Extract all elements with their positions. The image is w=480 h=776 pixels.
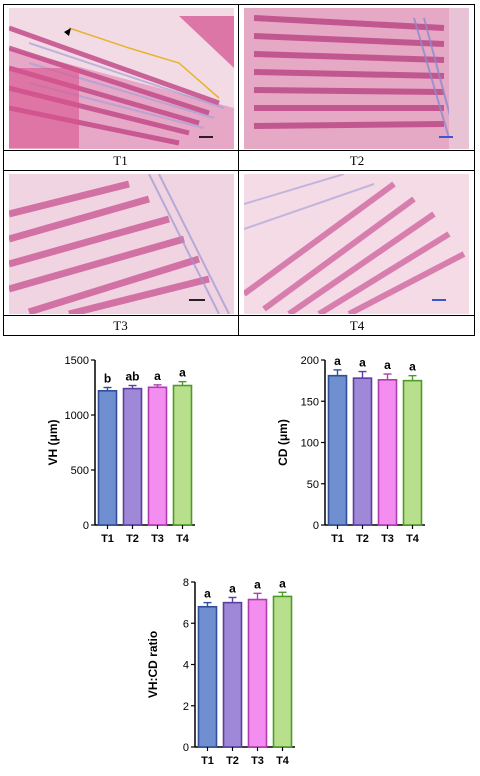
significance-label: a bbox=[279, 576, 286, 590]
x-tick-label: T3 bbox=[251, 755, 264, 767]
y-tick-label: 4 bbox=[183, 660, 189, 672]
y-tick-label: 6 bbox=[183, 618, 189, 630]
bar-t3 bbox=[377, 378, 398, 526]
x-tick-label: T3 bbox=[381, 533, 394, 545]
bar-t4 bbox=[402, 379, 423, 526]
grid-border-bottom bbox=[3, 335, 475, 336]
micrograph-t1 bbox=[9, 8, 234, 149]
significance-label: ab bbox=[125, 370, 139, 384]
panel-label-t2: T2 bbox=[349, 153, 365, 168]
bar-t1 bbox=[197, 605, 218, 748]
bar-t4 bbox=[172, 384, 193, 526]
y-tick-label: 2 bbox=[183, 701, 189, 713]
y-tick-label: 1500 bbox=[65, 355, 89, 367]
bar-t4 bbox=[272, 595, 293, 748]
bar-t1 bbox=[97, 389, 118, 526]
bar-t1 bbox=[327, 374, 348, 526]
grid-divider-3 bbox=[3, 315, 475, 316]
x-tick-label: T2 bbox=[226, 755, 239, 767]
x-tick-label: T3 bbox=[151, 533, 164, 545]
significance-label: a bbox=[409, 360, 416, 374]
significance-label: a bbox=[254, 577, 261, 591]
bar-t2 bbox=[222, 601, 243, 748]
cd-bar-chart: 0 50 100 150 200 CD (μm) a T1 a T2 a T3 a T4 bbox=[276, 354, 425, 545]
panel-label-t3: T3 bbox=[113, 318, 128, 333]
y-tick-label: 50 bbox=[307, 479, 319, 491]
y-tick-label: 500 bbox=[71, 465, 89, 477]
bar-t2 bbox=[122, 387, 143, 526]
significance-label: b bbox=[104, 372, 111, 386]
x-tick-label: T1 bbox=[201, 755, 214, 767]
y-axis-label: CD (μm) bbox=[276, 419, 290, 466]
bar-t2 bbox=[352, 377, 373, 526]
y-tick-label: 1000 bbox=[65, 410, 89, 422]
significance-label: a bbox=[359, 356, 366, 370]
panel-label-t4: T4 bbox=[349, 318, 365, 333]
x-tick-label: T4 bbox=[276, 755, 290, 767]
y-tick-label: 0 bbox=[83, 520, 89, 532]
grid-border-top bbox=[3, 4, 475, 5]
bar-t3 bbox=[247, 598, 268, 748]
ratio-bar-chart: 0 2 4 6 8 VH:CD ratio a T1 a T2 a T3 a T4 bbox=[146, 576, 295, 767]
y-tick-label: 0 bbox=[183, 742, 189, 754]
grid-divider-1 bbox=[3, 150, 475, 151]
micrograph-t2 bbox=[244, 8, 469, 149]
significance-label: a bbox=[154, 369, 161, 383]
micrograph-grid: T1 T2 bbox=[3, 4, 475, 336]
vh-bar-chart: 0 500 1000 1500 VH (μm) b T1 ab T2 a T3 a T4 bbox=[46, 355, 195, 545]
panel-label-t1: T1 bbox=[113, 153, 128, 168]
y-tick-label: 8 bbox=[183, 577, 189, 589]
y-tick-label: 100 bbox=[301, 438, 319, 450]
x-tick-label: T1 bbox=[101, 533, 114, 545]
significance-label: a bbox=[334, 354, 341, 368]
x-tick-label: T4 bbox=[406, 533, 420, 545]
bar-t3 bbox=[147, 386, 168, 526]
y-tick-label: 200 bbox=[301, 355, 319, 367]
x-tick-label: T4 bbox=[176, 533, 190, 545]
significance-label: a bbox=[179, 366, 186, 380]
grid-divider-2 bbox=[3, 170, 475, 171]
y-tick-label: 150 bbox=[301, 396, 319, 408]
micrograph-t3 bbox=[9, 174, 234, 314]
micrograph-t4 bbox=[244, 174, 469, 314]
x-tick-label: T2 bbox=[356, 533, 369, 545]
significance-label: a bbox=[384, 358, 391, 372]
x-tick-label: T2 bbox=[126, 533, 139, 545]
y-tick-label: 0 bbox=[313, 520, 319, 532]
significance-label: a bbox=[204, 587, 211, 601]
y-axis-label: VH (μm) bbox=[46, 419, 60, 465]
significance-label: a bbox=[229, 581, 236, 595]
x-tick-label: T1 bbox=[331, 533, 344, 545]
y-axis-label: VH:CD ratio bbox=[146, 631, 160, 698]
